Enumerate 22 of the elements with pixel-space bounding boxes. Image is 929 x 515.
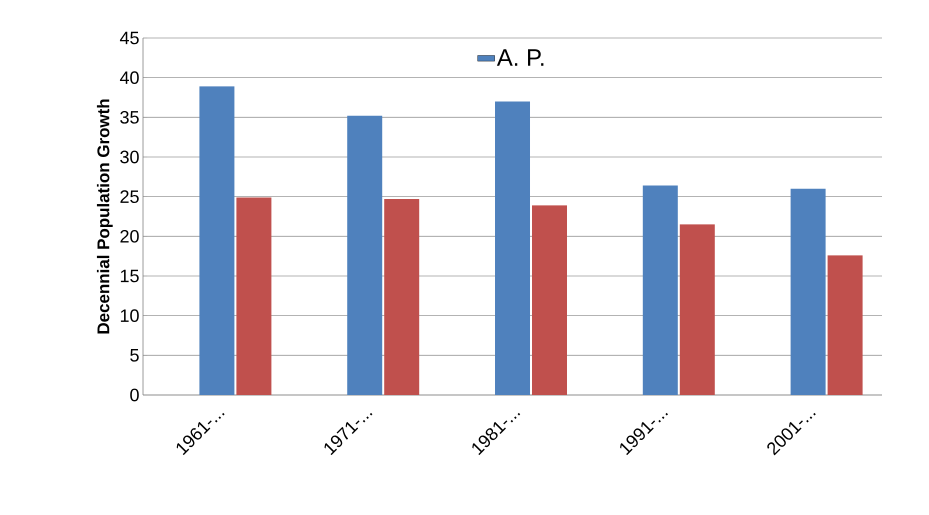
y-tick-label: 45 bbox=[120, 32, 139, 44]
y-tick-label: 0 bbox=[130, 388, 139, 402]
bar bbox=[642, 186, 678, 395]
y-tick-label: 30 bbox=[120, 150, 139, 164]
bar bbox=[828, 255, 863, 395]
bar bbox=[384, 199, 420, 395]
bar bbox=[199, 86, 234, 395]
y-axis-title: Decennial Population Growth bbox=[96, 99, 113, 334]
bar bbox=[495, 101, 530, 395]
y-tick-label: 10 bbox=[120, 309, 139, 322]
bar bbox=[347, 116, 382, 395]
y-tick-label: 35 bbox=[120, 110, 139, 124]
y-tick-label: 40 bbox=[120, 71, 139, 84]
legend-label: A. P. bbox=[496, 49, 544, 66]
bar bbox=[236, 197, 272, 395]
bar bbox=[790, 188, 826, 395]
y-tick-label: 5 bbox=[130, 349, 139, 362]
y-tick-label: 25 bbox=[120, 190, 139, 203]
y-tick-label: 15 bbox=[120, 270, 139, 282]
bar bbox=[680, 224, 715, 395]
y-tick-label: 20 bbox=[120, 230, 139, 243]
bar bbox=[532, 205, 567, 395]
